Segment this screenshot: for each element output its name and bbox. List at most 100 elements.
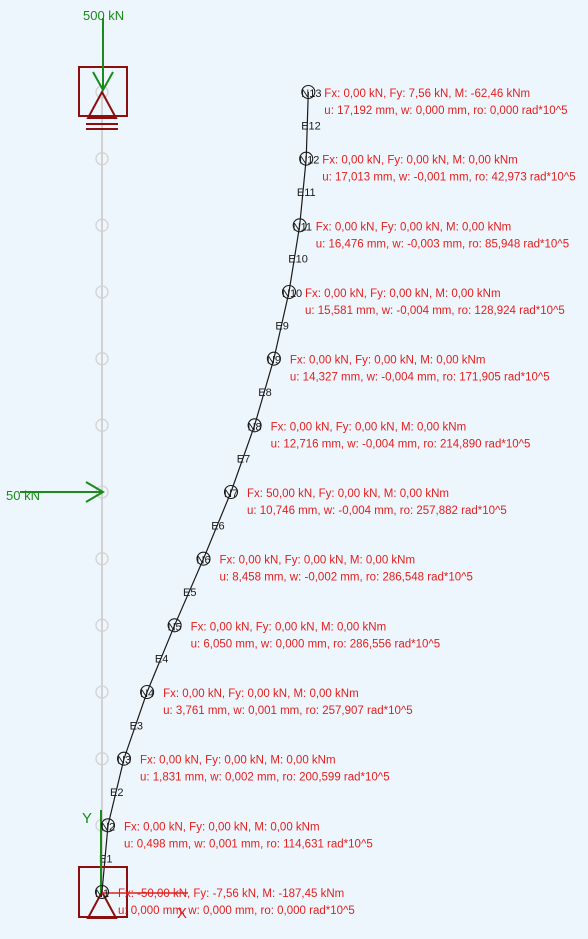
node-displacement-text: u: 14,327 mm, w: -0,004 mm, ro: 171,905 …: [290, 372, 550, 384]
deformed-nodes: N1 Fx: -50,00 kN, Fy: -7,56 kN, M: -187,4…: [94, 84, 576, 918]
node-marker: [299, 151, 314, 166]
node-displacement-text: u: 17,192 mm, w: 0,000 mm, ro: 0,000 rad…: [324, 105, 567, 117]
element-label: E11: [297, 187, 316, 199]
node-marker: [223, 484, 239, 500]
node-reaction-text: Fx: 50,00 kN, Fy: 0,00 kN, M: 0,00 kNm: [247, 488, 449, 500]
node-label: N6: [197, 555, 211, 567]
undeformed-node: [95, 152, 109, 166]
node-label: N9: [267, 355, 281, 367]
node-marker: [196, 551, 211, 566]
side-load-label: 50 kN: [6, 488, 40, 503]
node-displacement-text: u: 15,581 mm, w: -0,004 mm, ro: 128,924 …: [305, 305, 565, 317]
node-reaction-text: Fx: 0,00 kN, Fy: 7,56 kN, M: -62,46 kNm: [324, 88, 530, 100]
top-support-triangle: [86, 89, 118, 119]
node-n1[interactable]: N1 Fx: -50,00 kN, Fy: -7,56 kN, M: -187,4…: [94, 884, 355, 918]
top-load[interactable]: 500 kN: [83, 8, 124, 93]
node-marker: [94, 884, 110, 900]
node-displacement-text: u: 10,746 mm, w: -0,004 mm, ro: 257,882 …: [247, 505, 507, 517]
node-reaction-text: Fx: 0,00 kN, Fy: 0,00 kN, M: 0,00 kNm: [316, 221, 512, 233]
element-label: E2: [110, 787, 123, 799]
node-marker: [292, 218, 307, 233]
node-marker: [281, 284, 297, 300]
node-n12[interactable]: N12 Fx: 0,00 kN, Fy: 0,00 kN, M: 0,00 kNm…: [299, 151, 576, 184]
node-n3[interactable]: N3 Fx: 0,00 kN, Fy: 0,00 kN, M: 0,00 kNm u…: [116, 751, 390, 784]
element-label: E5: [183, 587, 196, 599]
bottom-support[interactable]: [78, 866, 128, 919]
undeformed-node: [95, 752, 109, 766]
side-load-arrowhead: [85, 481, 105, 503]
node-reaction-text: Fx: 0,00 kN, Fy: 0,00 kN, M: 0,00 kNm: [140, 755, 336, 767]
node-n13[interactable]: N13 Fx: 0,00 kN, Fy: 7,56 kN, M: -62,46 k…: [301, 84, 568, 118]
node-marker: [247, 418, 262, 433]
node-marker: [140, 684, 155, 700]
node-reaction-text: Fx: 0,00 kN, Fy: 0,00 kN, M: 0,00 kNm: [290, 355, 486, 367]
node-displacement-text: u: 0,498 mm, w: 0,001 mm, ro: 114,631 ra…: [124, 838, 373, 850]
node-label: N10: [282, 288, 302, 300]
node-label: N12: [299, 155, 319, 167]
node-n9[interactable]: N9 Fx: 0,00 kN, Fy: 0,00 kN, M: 0,00 kNm u…: [266, 351, 550, 384]
side-load[interactable]: 50 kN: [6, 481, 105, 503]
node-reaction-text: Fx: 0,00 kN, Fy: 0,00 kN, M: 0,00 kNm: [163, 688, 359, 700]
undeformed-node: [95, 418, 109, 432]
node-n6[interactable]: N6 Fx: 0,00 kN, Fy: 0,00 kN, M: 0,00 kNm u…: [196, 551, 473, 584]
element-labels: E1 E2 E3 E4 E5 E6 E7 E8 E9 E10 E11 E12: [99, 120, 321, 865]
node-reaction-text: Fx: 0,00 kN, Fy: 0,00 kN, M: 0,00 kNm: [271, 421, 467, 433]
node-marker: [266, 351, 281, 366]
node-label: N13: [301, 88, 321, 100]
node-n7[interactable]: N7 Fx: 50,00 kN, Fy: 0,00 kN, M: 0,00 kNm…: [223, 484, 507, 518]
undeformed-node: [95, 285, 109, 299]
node-label: N3: [117, 755, 131, 767]
node-n11[interactable]: N11 Fx: 0,00 kN, Fy: 0,00 kN, M: 0,00 kNm…: [292, 218, 569, 251]
top-load-arrowhead: [92, 71, 114, 93]
node-displacement-text: u: 16,476 mm, w: -0,003 mm, ro: 85,948 r…: [316, 238, 569, 250]
element-label: E6: [211, 520, 224, 532]
node-label: N8: [248, 421, 262, 433]
node-marker: [167, 618, 182, 633]
element-label: E8: [258, 387, 271, 399]
node-n4[interactable]: N4 Fx: 0,00 kN, Fy: 0,00 kN, M: 0,00 kNm u…: [140, 684, 413, 718]
undeformed-node: [95, 685, 109, 699]
x-axis-label: X: [177, 905, 187, 922]
node-label: N1: [95, 888, 109, 900]
node-displacement-text: u: 1,831 mm, w: 0,002 mm, ro: 200,599 ra…: [140, 772, 390, 784]
element-label: E10: [288, 254, 308, 266]
node-reaction-text: Fx: 0,00 kN, Fy: 0,00 kN, M: 0,00 kNm: [191, 621, 387, 633]
bottom-support-triangle: [86, 889, 118, 919]
node-label: N2: [101, 821, 115, 833]
element-label: E12: [301, 120, 321, 132]
y-axis-label: Y: [82, 810, 92, 827]
element-label: E4: [155, 654, 168, 666]
node-n2[interactable]: N2 Fx: 0,00 kN, Fy: 0,00 kN, M: 0,00 kNm u…: [100, 818, 373, 851]
node-reaction-text: Fx: -50,00 kN, Fy: -7,56 kN, M: -187,45 …: [118, 888, 344, 900]
undeformed-node: [95, 352, 109, 366]
node-marker: [116, 751, 132, 766]
node-marker: [301, 84, 316, 100]
undeformed-nodes: [95, 85, 109, 899]
node-reaction-text: Fx: 0,00 kN, Fy: 0,00 kN, M: 0,00 kNm: [124, 821, 320, 833]
node-displacement-text: u: 3,761 mm, w: 0,001 mm, ro: 257,907 ra…: [163, 705, 413, 717]
node-label: N5: [168, 621, 182, 633]
node-displacement-text: u: 17,013 mm, w: -0,001 mm, ro: 42,973 r…: [322, 172, 575, 184]
node-n10[interactable]: N10 Fx: 0,00 kN, Fy: 0,00 kN, M: 0,00 kNm…: [281, 284, 565, 318]
element-label: E1: [99, 854, 112, 866]
node-displacement-text: u: 0,000 mm, w: 0,000 mm, ro: 0,000 rad*…: [118, 905, 355, 917]
node-n5[interactable]: N5 Fx: 0,00 kN, Fy: 0,00 kN, M: 0,00 kNm u…: [167, 618, 441, 651]
node-n8[interactable]: N8 Fx: 0,00 kN, Fy: 0,00 kN, M: 0,00 kNm u…: [247, 418, 531, 451]
deformed-shape: [101, 91, 309, 893]
element-label: E9: [275, 320, 288, 332]
node-displacement-text: u: 6,050 mm, w: 0,000 mm, ro: 286,556 ra…: [191, 638, 441, 650]
node-reaction-text: Fx: 0,00 kN, Fy: 0,00 kN, M: 0,00 kNm: [305, 288, 501, 300]
node-reaction-text: Fx: 0,00 kN, Fy: 0,00 kN, M: 0,00 kNm: [220, 555, 416, 567]
node-reaction-text: Fx: 0,00 kN, Fy: 0,00 kN, M: 0,00 kNm: [322, 155, 518, 167]
undeformed-node: [95, 218, 109, 232]
node-label: N11: [293, 221, 312, 233]
undeformed-node: [95, 552, 109, 566]
element-label: E7: [237, 454, 250, 466]
node-marker: [100, 818, 116, 833]
top-load-label: 500 kN: [83, 8, 124, 23]
axes: Y X: [82, 810, 188, 922]
element-label: E3: [130, 720, 143, 732]
undeformed-node: [95, 618, 109, 632]
